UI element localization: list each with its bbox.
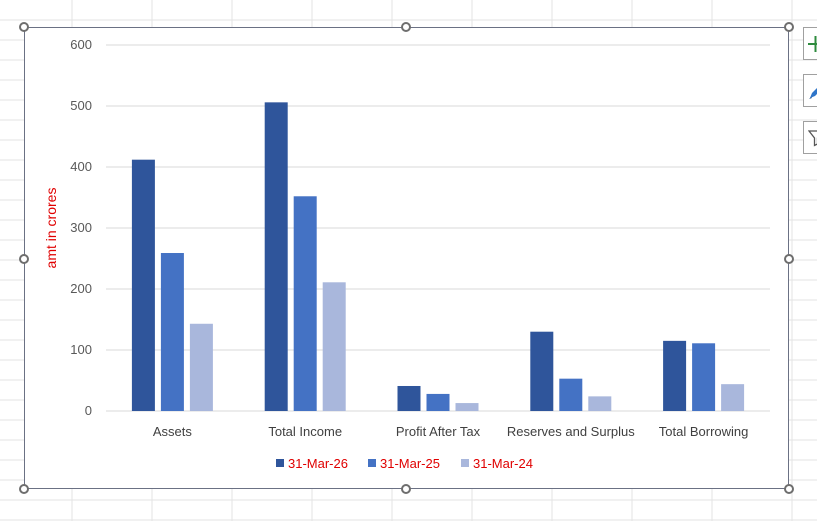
- x-tick-label: Total Income: [268, 424, 342, 439]
- legend-entry[interactable]: 31-Mar-24: [473, 456, 533, 471]
- y-tick-label: 300: [70, 220, 92, 235]
- x-tick-label: Reserves and Surplus: [507, 424, 635, 439]
- bar[interactable]: [721, 384, 745, 411]
- x-tick-label: Assets: [153, 424, 193, 439]
- bar[interactable]: [131, 159, 155, 411]
- legend-swatch: [368, 459, 376, 467]
- plus-icon: [808, 36, 817, 52]
- resize-handle-top-right[interactable]: [784, 22, 794, 32]
- resize-handle-top[interactable]: [401, 22, 411, 32]
- y-tick-label: 200: [70, 281, 92, 296]
- resize-handle-bottom[interactable]: [401, 484, 411, 494]
- legend-swatch: [461, 459, 469, 467]
- bar[interactable]: [322, 282, 346, 411]
- y-tick-label: 500: [70, 98, 92, 113]
- bar[interactable]: [588, 396, 612, 411]
- bar[interactable]: [264, 102, 288, 411]
- chart-elements-button[interactable]: [803, 27, 817, 60]
- resize-handle-bottom-right[interactable]: [784, 484, 794, 494]
- chart-area[interactable]: 0 100 200 300 400 500 600 amt in crores Assets To…: [24, 27, 789, 489]
- bar[interactable]: [692, 343, 716, 411]
- bar[interactable]: [663, 340, 687, 411]
- x-tick-label: Profit After Tax: [396, 424, 481, 439]
- bar[interactable]: [530, 331, 554, 411]
- filter-icon: [808, 130, 817, 147]
- bar[interactable]: [455, 403, 479, 411]
- bar[interactable]: [397, 385, 421, 411]
- y-tick-label: 0: [85, 403, 92, 418]
- chart-styles-button[interactable]: [803, 74, 817, 107]
- bar-chart: 0 100 200 300 400 500 600 amt in crores Assets To…: [43, 37, 770, 471]
- resize-handle-bottom-left[interactable]: [19, 484, 29, 494]
- x-tick-label: Total Borrowing: [659, 424, 749, 439]
- y-tick-label: 400: [70, 159, 92, 174]
- legend-entry[interactable]: 31-Mar-26: [288, 456, 348, 471]
- y-axis-label: amt in crores: [43, 188, 59, 269]
- bar[interactable]: [189, 323, 213, 411]
- bar[interactable]: [293, 196, 317, 411]
- chart-filters-button[interactable]: [803, 121, 817, 154]
- resize-handle-right[interactable]: [784, 254, 794, 264]
- y-tick-label: 600: [70, 37, 92, 52]
- bar[interactable]: [160, 253, 184, 411]
- bar[interactable]: [559, 378, 583, 411]
- bar[interactable]: [426, 393, 450, 411]
- legend-swatch: [276, 459, 284, 467]
- brush-icon: [809, 88, 817, 99]
- legend-entry[interactable]: 31-Mar-25: [380, 456, 440, 471]
- y-tick-label: 100: [70, 342, 92, 357]
- resize-handle-left[interactable]: [19, 254, 29, 264]
- resize-handle-top-left[interactable]: [19, 22, 29, 32]
